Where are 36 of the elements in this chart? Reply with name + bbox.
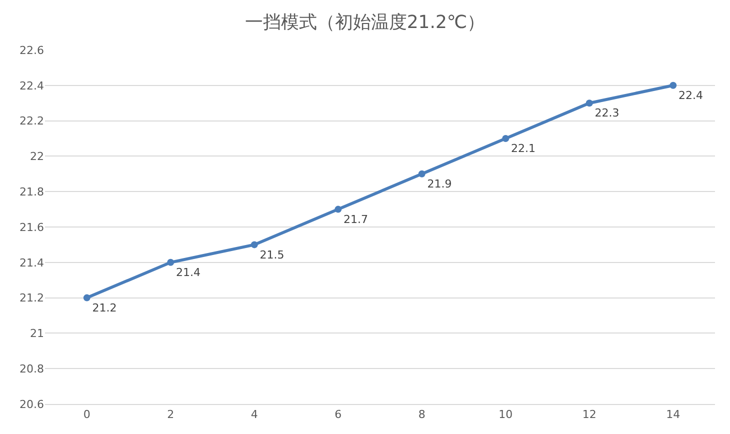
chart-title: 一挡模式（初始温度21.2℃） <box>244 12 486 33</box>
point <box>670 82 677 89</box>
point <box>586 100 593 107</box>
y-tick-label: 20.8 <box>20 362 44 376</box>
point <box>418 170 426 178</box>
y-tick-label: 21.6 <box>20 220 44 234</box>
x-tick-label: 0 <box>83 408 90 422</box>
data-label: 21.2 <box>92 301 117 314</box>
data-label: 22.4 <box>678 89 704 102</box>
y-tick-label: 20.6 <box>20 398 44 411</box>
point <box>502 135 510 142</box>
y-tick-label: 22.6 <box>20 44 44 57</box>
data-label: 21.5 <box>260 248 284 262</box>
y-tick-label: 22 <box>30 150 44 164</box>
point <box>250 241 258 248</box>
y-tick-label: 21.2 <box>20 292 44 305</box>
y-tick-label: 22.2 <box>20 114 44 128</box>
x-tick-label: 8 <box>418 408 426 422</box>
y-tick-label: 22.4 <box>20 79 44 92</box>
data-label: 21.4 <box>176 266 201 280</box>
x-tick-label: 6 <box>334 408 342 422</box>
point <box>83 294 90 302</box>
point <box>334 206 342 213</box>
x-tick-label: 4 <box>250 408 258 422</box>
x-tick-label: 12 <box>582 408 596 422</box>
x-tick-label: 14 <box>666 408 680 422</box>
y-tick-label: 21 <box>30 327 44 340</box>
data-label: 21.9 <box>427 178 452 191</box>
data-label: 22.3 <box>594 106 620 120</box>
y-tick-label: 21.4 <box>20 256 44 270</box>
y-tick-label: 21.8 <box>20 185 44 198</box>
data-label: 22.1 <box>511 142 536 156</box>
x-tick-label: 2 <box>167 408 174 422</box>
point <box>167 258 174 266</box>
data-label: 21.7 <box>344 212 368 226</box>
x-tick-label: 10 <box>498 408 513 422</box>
